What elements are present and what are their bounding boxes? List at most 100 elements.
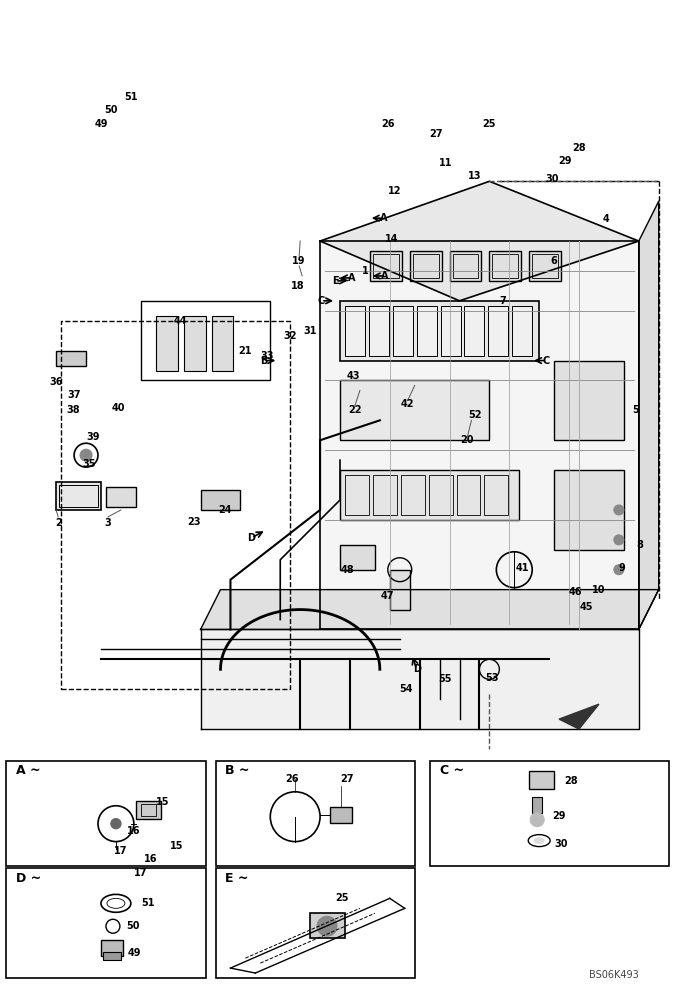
Text: 16: 16	[144, 854, 158, 864]
Text: 7: 7	[499, 296, 506, 306]
Bar	[216, 761, 415, 866]
Polygon shape	[201, 629, 639, 729]
Text: 27: 27	[429, 129, 443, 139]
Text: 27: 27	[340, 774, 354, 784]
Text: 47: 47	[381, 591, 394, 601]
Bar	[484, 475, 509, 515]
Text: 20: 20	[461, 435, 474, 445]
Text: 30: 30	[554, 839, 568, 849]
Bar	[390, 570, 410, 610]
Text: 28: 28	[564, 776, 578, 786]
Polygon shape	[201, 590, 659, 629]
Text: 52: 52	[469, 410, 482, 420]
Text: 38: 38	[66, 405, 80, 415]
Bar	[6, 761, 205, 866]
Text: 53: 53	[486, 673, 499, 683]
Bar	[6, 868, 205, 978]
Bar	[345, 306, 365, 356]
Text: BS06K493: BS06K493	[589, 970, 639, 980]
Bar	[310, 913, 345, 938]
Bar	[529, 771, 554, 789]
Circle shape	[80, 449, 92, 461]
Text: 12: 12	[388, 186, 401, 196]
Text: D: D	[413, 664, 421, 674]
Circle shape	[317, 916, 337, 936]
Circle shape	[614, 535, 624, 545]
Text: 11: 11	[439, 158, 452, 168]
Text: 51: 51	[141, 898, 154, 908]
Bar	[393, 306, 413, 356]
Text: 33: 33	[260, 351, 274, 361]
Bar	[428, 475, 452, 515]
Bar	[141, 301, 270, 380]
Bar	[449, 251, 481, 281]
Text: 49: 49	[128, 948, 141, 958]
Bar	[464, 306, 484, 356]
Text: 9: 9	[619, 563, 625, 573]
Text: 21: 21	[239, 346, 252, 356]
Text: 51: 51	[124, 92, 137, 102]
Bar	[369, 306, 389, 356]
Text: 44: 44	[174, 316, 188, 326]
Polygon shape	[320, 241, 639, 629]
Text: 1: 1	[362, 266, 369, 276]
Bar	[490, 251, 522, 281]
Text: D: D	[248, 533, 256, 543]
Text: 28: 28	[572, 143, 586, 153]
Bar	[401, 475, 424, 515]
Text: A: A	[348, 273, 356, 283]
Bar	[410, 251, 441, 281]
Bar	[456, 475, 481, 515]
Ellipse shape	[534, 838, 544, 844]
Bar	[56, 482, 101, 510]
Bar	[554, 470, 624, 550]
Text: A ~: A ~	[16, 764, 41, 777]
Bar	[106, 487, 136, 507]
Text: 3: 3	[105, 518, 112, 528]
Text: 14: 14	[385, 234, 398, 244]
Circle shape	[614, 565, 624, 575]
Text: 30: 30	[545, 174, 559, 184]
Text: 39: 39	[86, 432, 100, 442]
Text: 17: 17	[114, 846, 127, 856]
Text: 43: 43	[346, 371, 360, 381]
Text: C: C	[543, 356, 549, 366]
Text: 26: 26	[285, 774, 299, 784]
Circle shape	[111, 819, 121, 829]
Bar	[441, 306, 460, 356]
Text: E ~: E ~	[226, 872, 249, 885]
Bar	[59, 485, 98, 507]
Text: C ~: C ~	[439, 764, 464, 777]
Bar	[56, 351, 86, 366]
Text: 25: 25	[335, 893, 349, 903]
Bar	[101, 940, 123, 956]
Text: 54: 54	[399, 684, 413, 694]
Text: 2: 2	[55, 518, 61, 528]
Text: 17: 17	[134, 868, 148, 878]
Bar	[512, 306, 532, 356]
Bar	[340, 301, 539, 361]
Polygon shape	[320, 181, 639, 301]
Bar	[430, 761, 668, 866]
Text: 15: 15	[156, 797, 169, 807]
Bar	[211, 316, 233, 371]
Text: B ~: B ~	[226, 764, 250, 777]
Bar	[216, 868, 415, 978]
Text: 41: 41	[515, 563, 529, 573]
Text: 4: 4	[602, 214, 609, 224]
Text: 40: 40	[111, 403, 124, 413]
Text: 37: 37	[67, 390, 81, 400]
Text: 48: 48	[340, 565, 354, 575]
Bar	[532, 797, 542, 813]
Text: 15: 15	[170, 841, 184, 851]
Bar	[156, 316, 177, 371]
Polygon shape	[559, 704, 599, 729]
Text: 24: 24	[219, 505, 232, 515]
Text: A: A	[381, 271, 388, 281]
Bar	[488, 306, 509, 356]
Text: 16: 16	[127, 826, 140, 836]
Bar	[417, 306, 437, 356]
Bar	[452, 254, 479, 278]
Text: 25: 25	[483, 119, 496, 129]
Bar	[340, 470, 520, 520]
